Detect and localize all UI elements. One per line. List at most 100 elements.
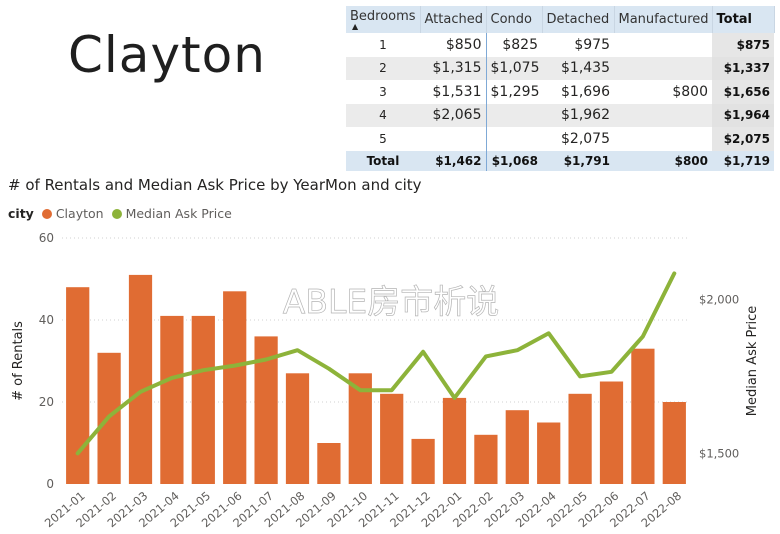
- y2-tick-label: $2,000: [699, 293, 739, 307]
- bar: [568, 393, 592, 484]
- matrix-cell: 4: [346, 103, 420, 127]
- column-header-total[interactable]: Total: [712, 6, 775, 33]
- matrix-cell: 3: [379, 84, 387, 99]
- legend-marker: [111, 208, 122, 219]
- matrix-cell: $1,964: [712, 103, 774, 127]
- x-tick-label: 2022-01: [419, 489, 465, 531]
- x-tick-label: 2021-01: [42, 489, 88, 531]
- matrix-cell: $1,719: [712, 150, 774, 171]
- matrix-row: 2 $1,315 $1,075 $1,435 $1,337: [346, 56, 774, 80]
- matrix-cell: $975: [574, 36, 610, 53]
- matrix-cell: $1,656: [712, 80, 774, 104]
- y-tick-label: 20: [39, 395, 54, 409]
- matrix-cell: 1: [379, 37, 387, 52]
- matrix-total-row: Total $1,462 $1,068 $1,791 $800 $1,719: [346, 150, 774, 171]
- matrix-cell: $1,791: [542, 150, 614, 171]
- x-tick-label: 2021-07: [230, 489, 276, 531]
- matrix-cell: $800: [672, 83, 708, 100]
- bar: [66, 287, 90, 484]
- matrix-cell: $875: [712, 33, 774, 57]
- bar: [631, 348, 655, 484]
- column-header-condo[interactable]: Condo: [486, 6, 543, 33]
- matrix-cell: [614, 56, 712, 80]
- matrix-cell: $1,962: [542, 103, 614, 127]
- column-header-detached[interactable]: Detached: [542, 6, 615, 33]
- bar: [348, 373, 372, 484]
- matrix-cell: $1,435: [542, 56, 614, 80]
- matrix-cell: [420, 127, 487, 151]
- bar: [662, 402, 686, 484]
- x-tick-label: 2021-06: [199, 489, 245, 531]
- matrix-cell: $2,065: [420, 103, 487, 127]
- x-tick-label: 2022-02: [450, 489, 496, 531]
- legend-title: city: [8, 206, 34, 221]
- column-header-manufactured[interactable]: Manufactured: [614, 6, 713, 33]
- matrix-cell: $2,075: [561, 130, 610, 147]
- bar: [505, 410, 529, 484]
- series-line-median-ask-price: [75, 271, 677, 456]
- matrix-cell: 5: [379, 131, 387, 146]
- matrix-cell: [486, 127, 542, 151]
- matrix-header-row: Bedrooms ▲ Attached Condo Detached Manufa…: [346, 6, 775, 33]
- bar: [128, 274, 153, 484]
- matrix-cell: 2: [346, 56, 420, 80]
- x-tick-label: 2021-02: [73, 489, 119, 531]
- watermark: ABLE房市析说: [283, 282, 499, 321]
- x-tick-label: 2022-06: [576, 489, 622, 531]
- bar: [442, 397, 467, 484]
- column-header-attached[interactable]: Attached: [420, 6, 487, 33]
- x-tick-label: 2021-03: [105, 489, 151, 531]
- x-tick-label: 2021-05: [167, 489, 213, 531]
- matrix-cell: [614, 127, 712, 151]
- matrix-cell: $1,337: [712, 56, 774, 80]
- bar: [160, 315, 184, 484]
- x-tick-label: 2021-10: [324, 489, 370, 531]
- matrix-cell: $825: [502, 36, 538, 53]
- matrix-cell: $1,531: [420, 80, 487, 104]
- bar: [285, 373, 310, 484]
- bar: [254, 336, 278, 484]
- matrix-cell: Total: [346, 150, 420, 171]
- x-tick-label: 2022-07: [607, 489, 653, 531]
- matrix-row: 3 $1,531 $1,295 $1,696 $800 $1,656: [346, 80, 774, 104]
- x-tick-label: 2021-12: [387, 489, 433, 531]
- matrix-cell: $2,075: [712, 127, 774, 151]
- matrix-cell: [486, 103, 542, 127]
- city-title: Clayton: [68, 26, 266, 84]
- y2-axis-label: Median Ask Price: [745, 306, 760, 416]
- matrix-cell: $800: [614, 150, 712, 171]
- chart-legend: city Clayton Median Ask Price: [8, 206, 240, 221]
- matrix-cell: $1,295: [490, 83, 540, 100]
- legend-item-median-ask-price[interactable]: Median Ask Price: [111, 206, 232, 221]
- bar: [411, 438, 435, 484]
- matrix-cell: [614, 103, 712, 127]
- bar: [599, 381, 624, 484]
- matrix-cell: $1,462: [420, 150, 487, 171]
- y2-tick-label: $1,500: [699, 446, 739, 460]
- matrix-row: 4 $2,065 $1,962 $1,964: [346, 103, 774, 127]
- matrix-cell: $1,068: [486, 150, 542, 171]
- x-tick-label: 2021-04: [136, 489, 182, 531]
- legend-label: Clayton: [55, 206, 104, 221]
- column-header-bedrooms[interactable]: Bedrooms ▲: [346, 6, 421, 33]
- matrix-cell: $1,315: [420, 56, 487, 80]
- chart-title: # of Rentals and Median Ask Price by Yea…: [8, 176, 422, 194]
- matrix-row: 5 $2,075 $2,075: [346, 127, 774, 151]
- x-tick-label: 2021-08: [262, 489, 308, 531]
- bar: [380, 393, 404, 484]
- sort-ascending-icon[interactable]: ▲: [352, 22, 359, 31]
- matrix-cell: $1,696: [561, 83, 610, 100]
- x-tick-label: 2022-08: [638, 489, 684, 531]
- x-tick-label: 2021-11: [356, 489, 402, 531]
- legend-label: Median Ask Price: [125, 206, 232, 221]
- bar: [191, 315, 215, 484]
- y-tick-label: 40: [39, 313, 54, 327]
- price-matrix: Bedrooms ▲ Attached Condo Detached Manufa…: [346, 6, 775, 171]
- bar: [317, 443, 341, 484]
- matrix-cell: $850: [420, 33, 487, 57]
- y-tick-label: 60: [39, 231, 54, 245]
- legend-item-clayton[interactable]: Clayton: [41, 206, 104, 221]
- bar: [223, 291, 247, 484]
- matrix-cell: $1,075: [486, 56, 542, 80]
- y-axis-label: # of Rentals: [11, 321, 26, 401]
